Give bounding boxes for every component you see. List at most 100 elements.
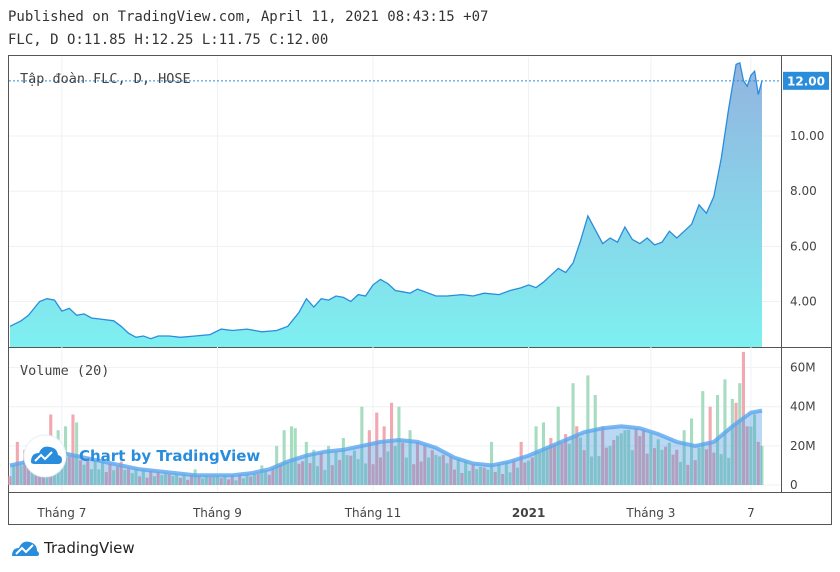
time-axis: Tháng 7 Tháng 9 Tháng 11 2021 Tháng 3 7 [36,506,754,520]
volume-bar [627,429,631,485]
volume-bar [508,472,512,485]
price-tick-label: 10.00 [790,129,824,143]
price-volume-chart[interactable]: Tập đoàn FLC, D, HOSE Volume (20) 4.00 6.… [0,0,840,535]
volume-bar [212,476,216,485]
volume-bar [756,441,760,485]
volume-bar [108,463,112,485]
volume-bar [204,476,208,485]
volume-bar [541,422,545,485]
volume-bar [453,469,457,485]
volume-bar [397,406,401,485]
volume-bar [641,429,645,485]
volume-bar [130,473,134,485]
volume-bar [89,469,93,485]
volume-bar [238,474,242,485]
volume-bar [438,456,442,485]
volume-bar [145,477,149,485]
time-tick-label: Tháng 3 [625,506,675,520]
volume-bar [123,469,127,485]
volume-bar [278,464,282,485]
volume-bar [175,474,179,485]
volume-bar [738,383,742,485]
volume-bar [241,478,245,485]
volume-bar [115,466,119,485]
volume-bar [408,430,412,485]
volume-bar [119,461,123,485]
tradingview-cloud-icon [31,446,62,464]
volume-bar [693,460,697,485]
volume-bar [375,412,379,485]
volume-bar [127,468,131,485]
volume-bar [60,454,64,485]
volume-bar [178,477,182,485]
volume-bar [527,460,531,485]
volume-bar [290,426,294,485]
volume-ma-line [9,408,763,478]
volume-bar [304,441,308,485]
time-tick-label: Tháng 9 [192,506,242,520]
volume-bar [467,470,471,485]
volume-bar [427,457,431,485]
time-tick-label: 7 [747,506,755,520]
volume-bar [704,449,708,485]
volume-bar [197,475,201,485]
volume-bar [545,447,549,485]
volume-bar [312,449,316,485]
volume-bar [67,456,71,485]
volume-bar [8,476,12,485]
tradingview-logo-icon [12,541,39,556]
volume-bar [112,470,116,485]
volume-bar [134,469,138,485]
volume-bar [30,464,34,485]
volume-bar [141,469,145,485]
volume-bar [71,414,75,485]
volume-bar [152,476,156,485]
volume-bar [734,402,738,485]
volume-bar [664,446,668,485]
volume-bar [164,473,168,485]
volume-bar [449,456,453,485]
volume-bar [634,428,638,485]
volume-bar [675,449,679,485]
volume-bar [186,479,190,485]
volume-bar [75,422,79,485]
volume-bar [230,475,234,485]
volume-bar [386,451,390,485]
volume-bar [601,426,605,485]
volume-bar [219,478,223,485]
volume-bar [352,450,356,485]
volume-bar [556,406,560,485]
volume-bar [156,472,160,485]
volume-bar [138,476,142,485]
time-tick-label: Tháng 7 [36,506,86,520]
volume-bar [604,447,608,485]
volume-bar [649,433,653,485]
volume-bar [412,464,416,485]
volume-bar [341,438,345,485]
volume-bar [745,426,749,485]
volume-bar [623,430,627,485]
volume-bar [493,472,497,485]
volume-bar [78,460,82,485]
watermark[interactable]: Chart by TradingView [23,434,260,478]
volume-bar [382,426,386,485]
volume-bar [330,465,334,485]
volume-bar [327,445,331,485]
volume-bar [445,463,449,485]
volume-bar [434,454,438,485]
volume-bar [297,463,301,485]
volume-bar [256,473,260,485]
volume-bar [149,470,153,485]
volume-tick-label: 40M [790,400,816,414]
volume-bar [215,476,219,485]
volume-bar [252,474,256,485]
published-line: Published on TradingView.com, April 11, … [8,9,489,25]
volume-bar [371,464,375,485]
volume-bar [167,474,171,485]
volume-bar [419,461,423,485]
volume-bar [567,443,571,485]
volume-bar [182,474,186,485]
time-tick-label: 2021 [512,506,545,520]
volume-bar [497,464,501,485]
tradingview-brand[interactable]: TradingView [10,538,135,558]
